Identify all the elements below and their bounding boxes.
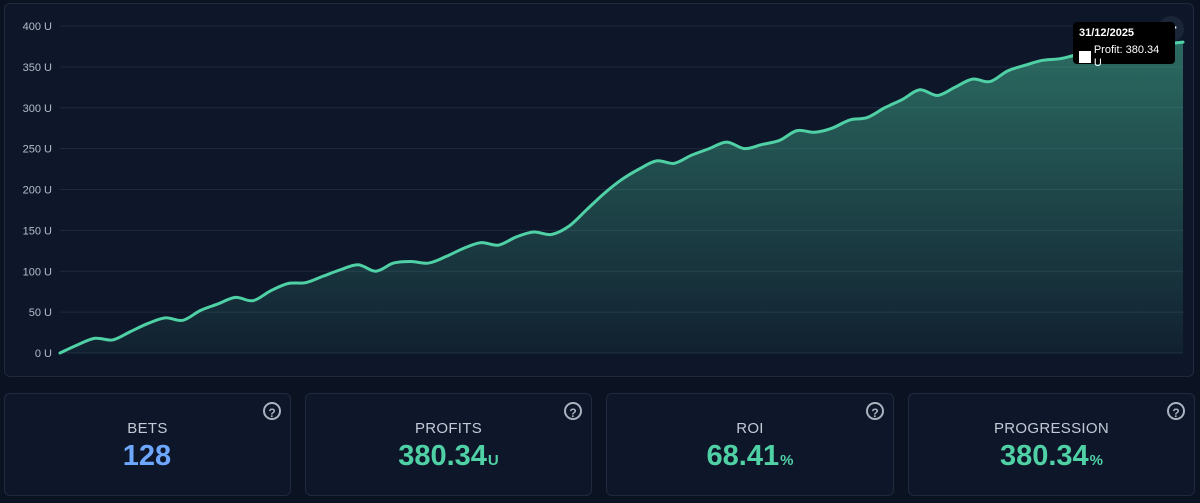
data-point[interactable] xyxy=(882,105,888,111)
data-point[interactable] xyxy=(741,146,747,152)
question-circle-icon[interactable]: ? xyxy=(866,402,884,420)
data-point[interactable] xyxy=(812,129,818,135)
data-point[interactable] xyxy=(1040,57,1046,63)
data-point[interactable] xyxy=(197,307,203,313)
data-point[interactable] xyxy=(636,166,642,172)
data-point[interactable] xyxy=(320,273,326,279)
data-point[interactable] xyxy=(987,79,993,85)
data-point[interactable] xyxy=(794,128,800,134)
data-point[interactable] xyxy=(689,152,695,158)
data-point[interactable] xyxy=(355,262,361,268)
stat-card-profits: ? PROFITS 380.34U xyxy=(305,393,592,496)
data-point[interactable] xyxy=(338,267,344,273)
series-line xyxy=(58,40,1185,355)
data-point[interactable] xyxy=(864,115,870,121)
data-point[interactable] xyxy=(671,160,677,166)
data-point[interactable] xyxy=(776,137,782,143)
tooltip-date: 31/12/2025 xyxy=(1079,27,1135,39)
y-tick-label: 0 U xyxy=(35,348,52,360)
data-point[interactable] xyxy=(619,177,625,183)
stat-value: 128 xyxy=(122,440,172,472)
data-point[interactable] xyxy=(285,281,291,287)
data-point[interactable] xyxy=(1022,62,1028,68)
stat-label: PROFITS xyxy=(414,420,483,437)
y-tick-label: 350 U xyxy=(23,62,52,74)
stat-label: ROI xyxy=(736,420,764,437)
data-point[interactable] xyxy=(145,321,151,327)
data-point[interactable] xyxy=(180,317,186,323)
stat-value: 68.41% xyxy=(706,440,794,472)
data-point[interactable] xyxy=(461,245,467,251)
y-tick-label: 50 U xyxy=(29,307,52,319)
data-point[interactable] xyxy=(443,254,449,260)
stat-value: 380.34% xyxy=(999,440,1104,472)
tooltip-row: Profit: 380.34 U xyxy=(1079,44,1169,70)
data-point[interactable] xyxy=(724,139,730,145)
data-point[interactable] xyxy=(75,342,81,348)
data-point[interactable] xyxy=(92,335,98,341)
data-point[interactable] xyxy=(232,294,238,300)
data-point[interactable] xyxy=(268,288,274,294)
tooltip-value: Profit: 380.34 U xyxy=(1093,44,1160,69)
data-point[interactable] xyxy=(969,76,975,82)
data-point[interactable] xyxy=(654,158,660,164)
y-tick-label: 400 U xyxy=(23,21,52,33)
stat-card-roi: ? ROI 68.41% xyxy=(606,393,894,496)
y-tick-label: 250 U xyxy=(23,144,52,156)
data-point[interactable] xyxy=(373,268,379,274)
data-point[interactable] xyxy=(1005,68,1011,74)
y-tick-label: 150 U xyxy=(23,225,52,237)
profit-chart: 0 U 50 U 100 U 150 U 200 U 250 U 300 U 350 U 400… xyxy=(23,21,1186,360)
question-circle-icon[interactable]: ? xyxy=(1167,402,1185,420)
stat-card-bets: ? BETS 128 xyxy=(4,393,291,496)
data-point[interactable] xyxy=(110,337,116,343)
chart-tooltip: 31/12/2025 Profit: 380.34 U xyxy=(1073,22,1175,69)
profit-chart-card: 0 U 50 U 100 U 150 U 200 U 250 U 300 U 350 U 400… xyxy=(4,3,1194,377)
y-tick-label: 300 U xyxy=(23,103,52,115)
data-point[interactable] xyxy=(1057,56,1063,62)
data-point[interactable] xyxy=(601,191,607,197)
stat-label: PROGRESSION xyxy=(994,420,1109,437)
data-point[interactable] xyxy=(408,258,414,264)
data-point[interactable] xyxy=(847,117,853,123)
data-point[interactable] xyxy=(759,142,765,148)
stat-value: 380.34U xyxy=(398,440,499,472)
stat-card-progression: ? PROGRESSION 380.34% xyxy=(908,393,1195,496)
data-point[interactable] xyxy=(548,231,554,237)
data-point[interactable] xyxy=(917,87,923,93)
data-point[interactable] xyxy=(1180,39,1186,45)
data-point[interactable] xyxy=(706,146,712,152)
data-point[interactable] xyxy=(952,84,958,90)
y-tick-label: 100 U xyxy=(23,266,52,278)
data-point[interactable] xyxy=(215,301,221,307)
data-point[interactable] xyxy=(531,229,537,235)
question-circle-icon[interactable]: ? xyxy=(564,402,582,420)
data-point[interactable] xyxy=(250,298,256,304)
data-point[interactable] xyxy=(390,260,396,266)
y-tick-label: 200 U xyxy=(23,185,52,197)
stat-label: BETS xyxy=(127,420,168,437)
data-point[interactable] xyxy=(127,329,133,335)
series-area xyxy=(60,42,1183,353)
data-point[interactable] xyxy=(496,242,502,248)
data-point[interactable] xyxy=(57,350,63,356)
data-point[interactable] xyxy=(162,315,168,321)
data-point[interactable] xyxy=(425,260,431,266)
data-point[interactable] xyxy=(829,125,835,131)
data-point[interactable] xyxy=(934,92,940,98)
data-point[interactable] xyxy=(513,234,519,240)
data-point[interactable] xyxy=(566,223,572,229)
question-circle-icon[interactable]: ? xyxy=(263,402,281,420)
data-point[interactable] xyxy=(303,280,309,286)
data-point[interactable] xyxy=(899,97,905,103)
data-point[interactable] xyxy=(583,207,589,213)
tooltip-swatch xyxy=(1079,51,1091,63)
data-point[interactable] xyxy=(478,240,484,246)
